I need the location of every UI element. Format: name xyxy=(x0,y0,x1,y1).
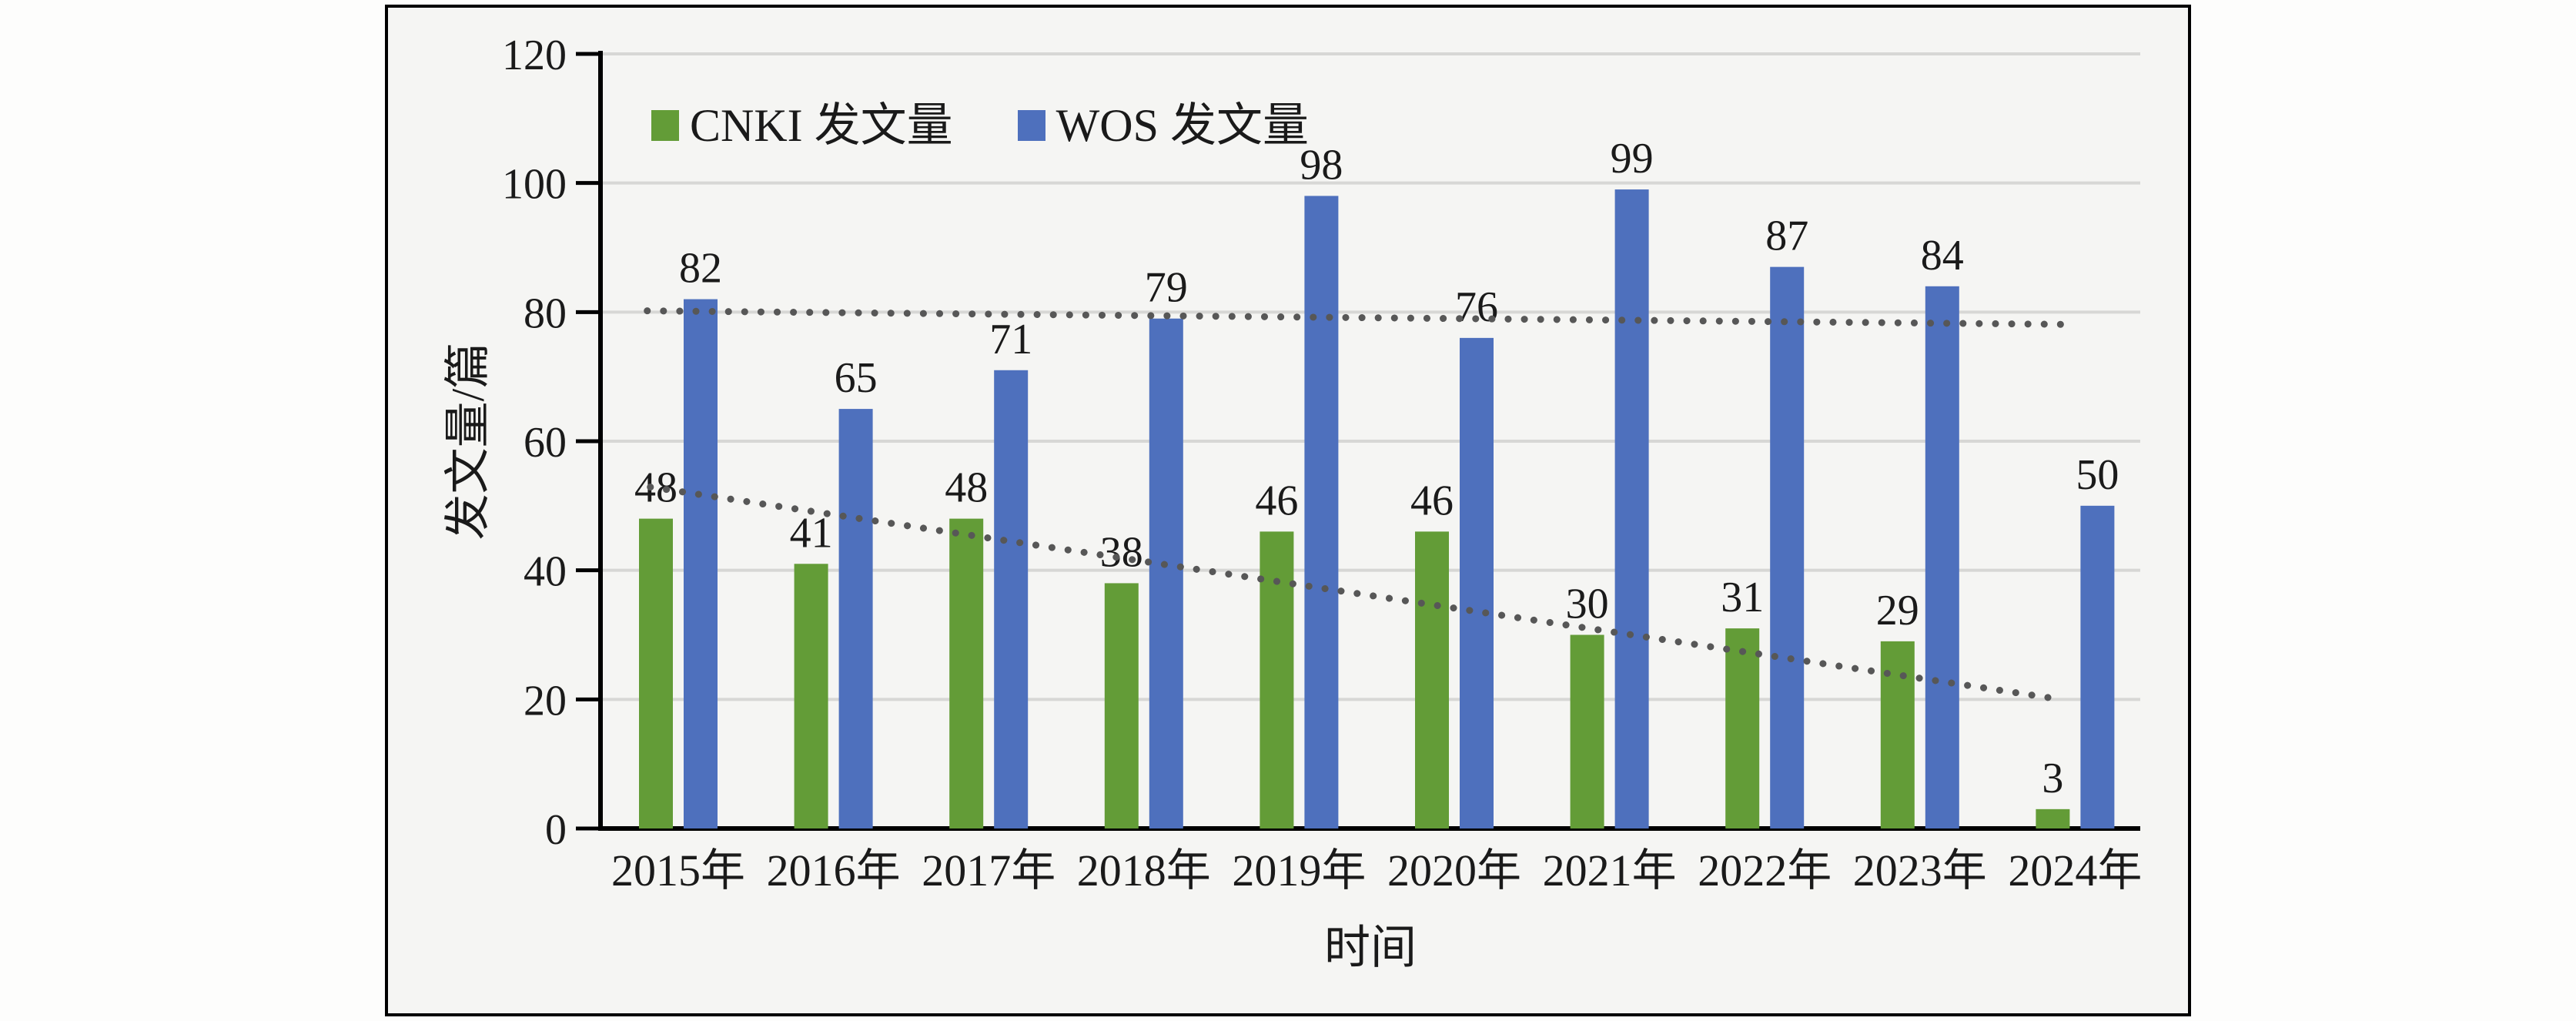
x-tick-label-2022年: 2022年 xyxy=(1698,845,1832,895)
x-tick-label-2020年: 2020年 xyxy=(1387,845,1521,895)
x-tick-label-2018年: 2018年 xyxy=(1077,845,1211,895)
bar-label-cnki-2016年: 41 xyxy=(790,509,833,557)
bar-wos-2024年 xyxy=(2080,505,2115,829)
bar-label-wos-2022年: 87 xyxy=(1765,213,1808,260)
bar-cnki-2015年 xyxy=(639,518,673,829)
x-tick-label-2015年: 2015年 xyxy=(611,845,745,895)
bar-label-wos-2024年: 50 xyxy=(2076,451,2119,499)
bar-label-cnki-2021年: 30 xyxy=(1566,581,1609,628)
bar-label-wos-2017年: 71 xyxy=(989,316,1032,363)
bar-label-cnki-2019年: 46 xyxy=(1255,477,1298,524)
x-tick-label-2017年: 2017年 xyxy=(922,845,1055,895)
legend-swatch-wos xyxy=(1017,110,1045,141)
bar-wos-2018年 xyxy=(1149,318,1183,829)
legend-label-cnki: CNKI 发文量 xyxy=(690,100,953,151)
y-axis-title: 发文量/篇 xyxy=(443,342,493,541)
bar-label-cnki-2022年: 31 xyxy=(1721,574,1764,621)
bar-label-cnki-2020年: 46 xyxy=(1410,477,1454,524)
bar-label-wos-2018年: 79 xyxy=(1145,264,1188,312)
bar-wos-2017年 xyxy=(994,370,1029,829)
bar-label-wos-2019年: 98 xyxy=(1300,141,1343,189)
bar-cnki-2017年 xyxy=(949,518,984,829)
bar-wos-2015年 xyxy=(684,299,718,829)
bar-label-cnki-2023年: 29 xyxy=(1876,587,1919,634)
bar-wos-2019年 xyxy=(1304,196,1339,829)
legend-swatch-cnki xyxy=(651,110,679,141)
bar-label-cnki-2017年: 48 xyxy=(945,464,988,512)
bar-cnki-2021年 xyxy=(1570,634,1604,829)
bar-cnki-2019年 xyxy=(1260,531,1294,829)
bar-cnki-2023年 xyxy=(1880,641,1915,829)
bar-label-cnki-2024年: 3 xyxy=(2042,755,2063,802)
bar-wos-2016年 xyxy=(838,409,873,829)
bar-label-wos-2015年: 82 xyxy=(679,245,722,293)
x-axis-title: 时间 xyxy=(1324,922,1417,973)
bar-cnki-2018年 xyxy=(1104,583,1139,829)
bar-label-wos-2020年: 76 xyxy=(1455,283,1498,331)
legend-label-wos: WOS 发文量 xyxy=(1055,100,1310,151)
bar-cnki-2022年 xyxy=(1725,628,1760,829)
bar-label-cnki-2018年: 38 xyxy=(1100,528,1143,576)
bar-wos-2020年 xyxy=(1460,337,1494,829)
x-tick-label-2024年: 2024年 xyxy=(2008,845,2142,895)
y-tick-label-100: 100 xyxy=(502,161,567,209)
y-tick-label-40: 40 xyxy=(524,548,567,596)
bar-cnki-2024年 xyxy=(2036,808,2070,829)
bar-cnki-2020年 xyxy=(1415,531,1449,829)
bar-label-wos-2016年: 65 xyxy=(835,354,878,402)
y-tick-label-80: 80 xyxy=(524,290,567,337)
y-tick-label-60: 60 xyxy=(524,419,567,467)
bar-label-wos-2021年: 99 xyxy=(1611,135,1654,182)
x-tick-label-2019年: 2019年 xyxy=(1232,845,1366,895)
x-tick-label-2021年: 2021年 xyxy=(1543,845,1677,895)
y-tick-label-20: 20 xyxy=(524,677,567,725)
x-tick-label-2023年: 2023年 xyxy=(1853,845,1987,895)
bar-cnki-2016年 xyxy=(794,564,828,829)
x-tick-label-2016年: 2016年 xyxy=(767,845,901,895)
bar-label-cnki-2015年: 48 xyxy=(634,464,677,512)
y-tick-label-120: 120 xyxy=(502,32,567,79)
bar-label-wos-2023年: 84 xyxy=(1921,232,1964,280)
legend: CNKI 发文量 WOS 发文量 xyxy=(651,100,1309,151)
bar-wos-2022年 xyxy=(1770,266,1805,829)
bar-wos-2023年 xyxy=(1925,286,1959,829)
bar-wos-2021年 xyxy=(1614,189,1649,829)
y-tick-label-0: 0 xyxy=(545,806,567,854)
